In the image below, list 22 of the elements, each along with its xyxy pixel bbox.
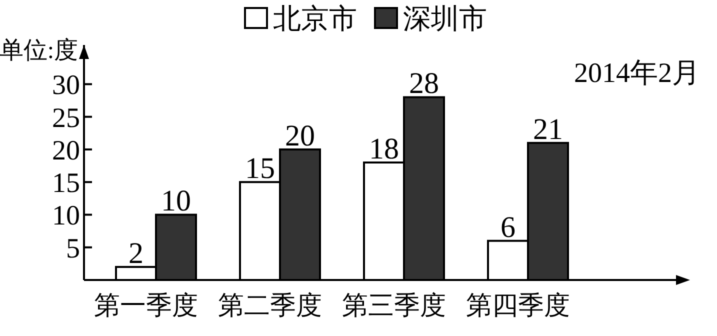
annotation: 单位:度 (0, 38, 78, 64)
xtick: 第一季度 (94, 291, 198, 320)
legend: 深圳市 (403, 4, 487, 35)
ytick: 10 (52, 200, 80, 232)
label: 10 (161, 184, 191, 218)
ytick: 25 (52, 102, 80, 134)
label: 18 (369, 132, 399, 166)
label: 2 (128, 236, 144, 270)
xtick: 第三季度 (342, 291, 446, 320)
ytick: 30 (52, 70, 80, 102)
legend: 北京市 (273, 4, 357, 35)
ytick: 5 (66, 233, 80, 264)
label: 15 (245, 152, 275, 186)
xtick: 第四季度 (466, 291, 570, 320)
xtick: 第二季度 (218, 291, 322, 320)
ytick: 15 (52, 168, 80, 200)
label: 6 (500, 210, 516, 244)
ytick: 20 (52, 135, 80, 166)
label: 28 (409, 67, 439, 100)
label: 20 (285, 119, 315, 152)
annotation: 2014年2月 (574, 58, 700, 89)
label: 21 (533, 112, 563, 146)
